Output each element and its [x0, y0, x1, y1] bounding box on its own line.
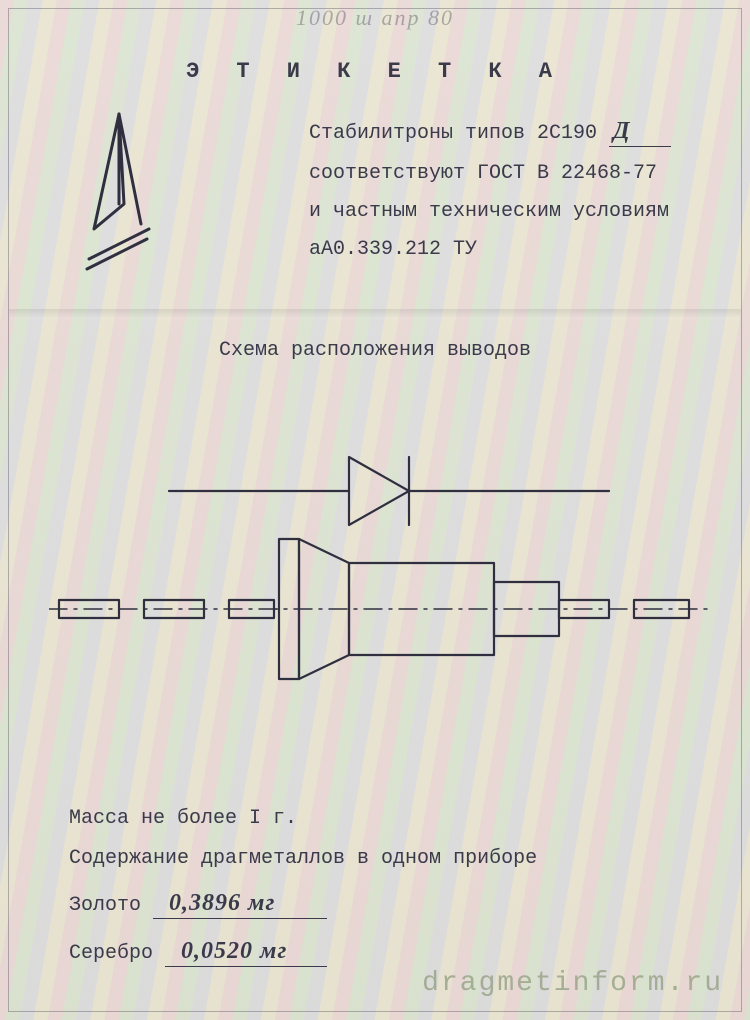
desc-line-3: и частным техническим условиям [309, 193, 711, 231]
watermark-text: dragmetinform.ru [422, 968, 723, 999]
gold-value: 0,3896 мг [169, 890, 275, 916]
silver-value: 0,0520 мг [181, 938, 287, 964]
pinout-subtitle: Схема расположения выводов [9, 339, 741, 362]
type-handwritten: Д [613, 118, 630, 144]
type-underline: Д [609, 122, 670, 147]
document-page: 1000 ш апр 80 Э Т И К Е Т К А Стабилитро… [8, 8, 742, 1012]
diagram-svg [49, 439, 709, 739]
mass-line: Масса не более I г. [69, 799, 701, 839]
document-title: Э Т И К Е Т К А [9, 59, 741, 84]
manufacturer-logo [69, 109, 169, 279]
type-printed: 2С190 [537, 122, 597, 145]
desc-line-4: аА0.339.212 ТУ [309, 231, 711, 269]
desc-line-1: Стабилитроны типов 2С190 Д [309, 109, 711, 155]
top-handwriting: 1000 ш апр 80 [296, 5, 454, 31]
desc-prefix: Стабилитроны типов [309, 122, 537, 145]
pinout-diagram [49, 439, 709, 739]
gold-label: Золото [69, 894, 141, 917]
description-block: Стабилитроны типов 2С190 Д соответствуют… [309, 109, 711, 269]
content-line: Содержание драгметаллов в одном приборе [69, 839, 701, 879]
silver-label: Серебро [69, 942, 153, 965]
gold-row: Золото 0,3896 мг [69, 879, 701, 927]
paper-fold [9, 309, 741, 319]
desc-line-2: соответствуют ГОСТ В 22468-77 [309, 155, 711, 193]
silver-underline: 0,0520 мг [165, 942, 327, 967]
specs-block: Масса не более I г. Содержание драгметал… [69, 799, 701, 975]
logo-svg [69, 109, 169, 279]
gold-underline: 0,3896 мг [153, 894, 327, 919]
